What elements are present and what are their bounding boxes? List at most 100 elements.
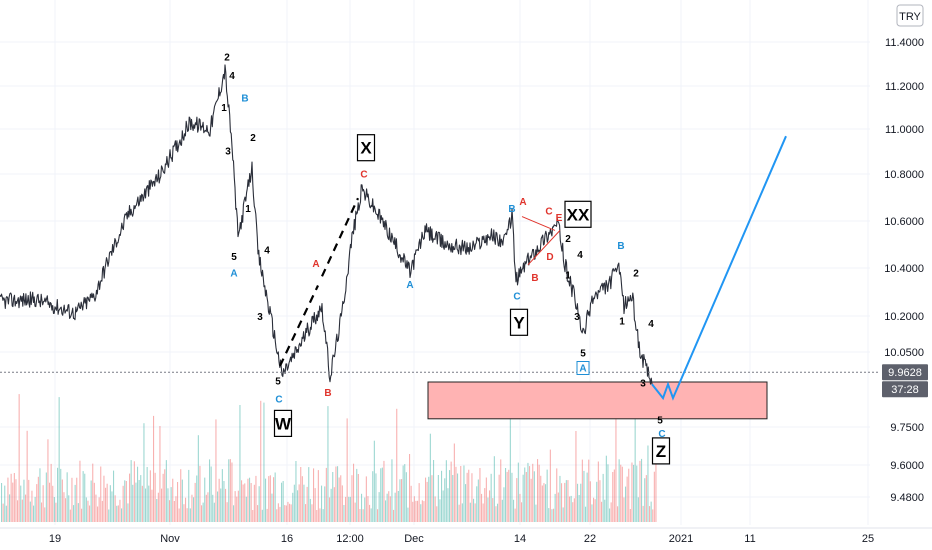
volume-bar [545, 484, 547, 522]
volume-bar [71, 477, 73, 522]
volume-bar [137, 466, 139, 522]
volume-bar [245, 496, 247, 522]
wave-degree-box[interactable] [509, 308, 529, 336]
volume-bar [242, 484, 244, 522]
volume-bar [92, 463, 94, 522]
volume-bar [141, 485, 143, 522]
wave-degree-box[interactable] [273, 409, 293, 437]
price-line[interactable] [0, 64, 653, 385]
dashed-trend-line[interactable] [321, 197, 359, 277]
volume-bar [249, 477, 251, 522]
volume-bar [557, 492, 559, 522]
projection-line[interactable] [651, 135, 787, 401]
volume-bar [329, 497, 331, 522]
volume-bar [90, 480, 92, 522]
volume-bar [55, 502, 57, 522]
wave-label: C [275, 395, 282, 406]
wave-label: 3 [574, 312, 580, 323]
volume-bar [362, 509, 364, 522]
volume-bar [346, 418, 348, 522]
volume-bar [277, 503, 279, 522]
volume-bar [389, 496, 391, 522]
support-zone-rect[interactable] [427, 381, 768, 420]
wave-degree-box[interactable] [564, 200, 592, 228]
volume-bar [181, 479, 183, 522]
volume-bar [231, 462, 233, 522]
dashed-trend-line[interactable] [279, 285, 319, 367]
volume-bar [89, 505, 91, 522]
volume-bar [354, 502, 356, 522]
volume-bar [73, 505, 75, 522]
volume-bar [629, 509, 631, 522]
volume-bar [109, 485, 111, 522]
volume-bar [655, 461, 657, 522]
volume-bar [485, 477, 487, 522]
volume-bar [225, 488, 227, 522]
wave-label: 5 [657, 415, 663, 426]
volume-bar [177, 482, 179, 522]
volume-bar [325, 467, 327, 522]
volume-bar [479, 468, 481, 522]
volume-bar [285, 505, 287, 522]
volume-bar [385, 500, 387, 522]
volume-bar [372, 471, 374, 522]
volume-bar [161, 488, 163, 522]
volume-bar [335, 466, 337, 522]
wave-label: 4 [577, 250, 583, 261]
volume-bar [68, 495, 70, 522]
time-tick-label: 25 [862, 533, 874, 545]
wave-degree-box[interactable] [356, 134, 376, 162]
volume-bar [340, 475, 342, 522]
volume-bar [143, 423, 145, 522]
triangle-line[interactable] [527, 230, 561, 266]
volume-bar [405, 472, 407, 522]
volume-bar [324, 486, 326, 522]
volume-bar [561, 483, 563, 522]
volume-bar [412, 501, 414, 522]
volume-bar [223, 481, 225, 522]
small-label-box [576, 361, 590, 375]
volume-bar [18, 394, 20, 522]
volume-bar [602, 473, 604, 522]
wave-label: B [617, 241, 624, 252]
volume-bar [610, 502, 612, 522]
triangle-line[interactable] [521, 216, 556, 231]
volume-bar [397, 491, 399, 522]
volume-bar [612, 472, 614, 522]
wave-label: 3 [225, 147, 231, 158]
volume-bar [87, 500, 89, 522]
wave-degree-label: XX [567, 205, 590, 224]
volume-bar [586, 472, 588, 522]
volume-bar [652, 509, 654, 522]
volume-bar [493, 456, 495, 522]
wave-degree-box[interactable] [651, 437, 671, 465]
volume-bar [79, 460, 81, 522]
volume-bar [10, 473, 12, 522]
volume-bar [36, 484, 38, 522]
volume-bar [506, 471, 508, 522]
volume-bar [613, 469, 615, 522]
volume-bar [28, 479, 30, 522]
currency-label: TRY [899, 11, 921, 23]
volume-bar [497, 503, 499, 522]
price-tick-label: 11.0000 [885, 124, 924, 136]
volume-bar [364, 497, 366, 522]
volume-bar [76, 477, 78, 522]
volume-bar [60, 468, 62, 522]
price-axis-background [880, 0, 932, 550]
volume-bar [570, 495, 572, 522]
volume-bar [549, 449, 551, 522]
volume-bar [180, 469, 182, 522]
volume-bar [93, 482, 95, 522]
volume-bar [330, 488, 332, 522]
volume-bar [623, 497, 625, 522]
volume-bar [81, 508, 83, 522]
volume-bar [380, 468, 382, 522]
volume-bar [463, 465, 465, 522]
wave-label: 2 [250, 133, 256, 144]
currency-badge[interactable]: TRY [896, 4, 924, 27]
volume-bar [84, 473, 86, 522]
